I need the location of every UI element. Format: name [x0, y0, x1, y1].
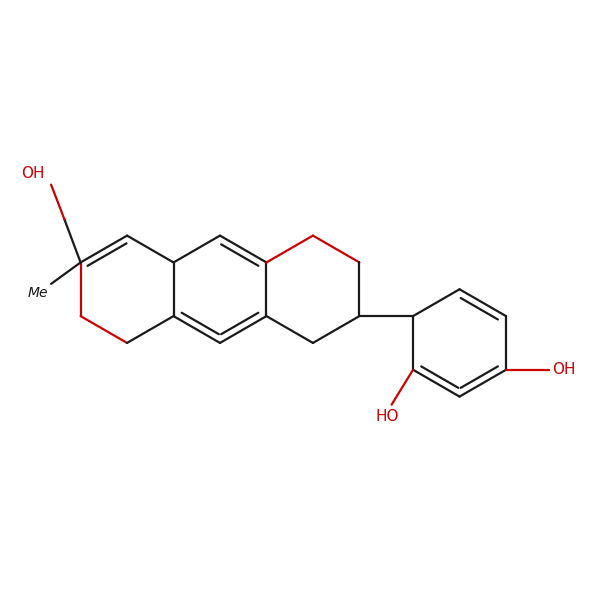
Text: OH: OH	[552, 362, 575, 377]
Text: Me: Me	[28, 286, 49, 300]
Text: HO: HO	[376, 409, 399, 424]
Text: OH: OH	[21, 166, 44, 181]
